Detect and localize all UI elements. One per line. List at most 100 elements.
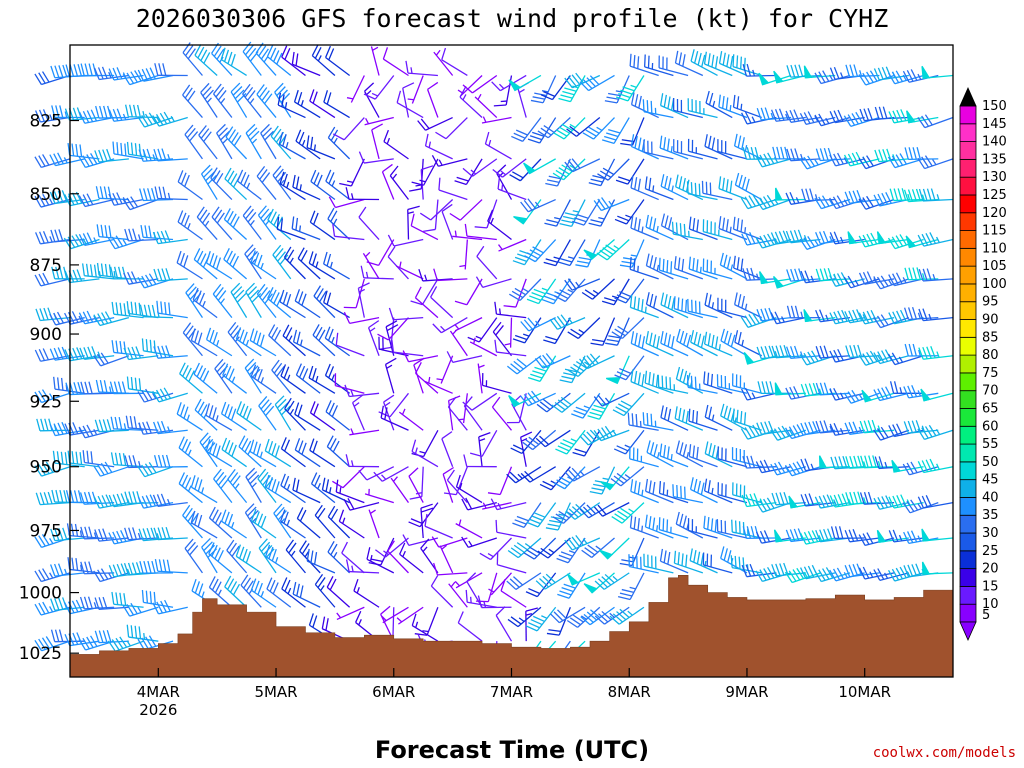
wind-barb xyxy=(220,401,247,431)
wind-barb xyxy=(272,165,292,200)
colorbar-label: 85 xyxy=(982,330,999,345)
wind-barb xyxy=(221,437,247,468)
wind-barb xyxy=(495,606,513,642)
wind-barb xyxy=(645,292,674,319)
wind-barb xyxy=(449,199,483,221)
wind-barb xyxy=(208,576,233,608)
wind-barb xyxy=(364,116,394,126)
wind-barb xyxy=(888,529,924,543)
wind-barb xyxy=(629,446,659,468)
wind-barb xyxy=(266,577,292,608)
wind-barb xyxy=(389,165,409,200)
wind-barb xyxy=(630,92,659,119)
wind-barb xyxy=(152,230,188,245)
wind-barb xyxy=(475,572,498,603)
wind-barb xyxy=(474,93,498,119)
wind-barb xyxy=(223,208,248,241)
wind-barb xyxy=(414,607,439,636)
wind-barb xyxy=(184,538,203,574)
wind-barb xyxy=(366,547,395,574)
wind-barb xyxy=(154,186,188,201)
wind-barb xyxy=(454,317,483,332)
colorbar-label: 45 xyxy=(982,473,999,488)
wind-barb xyxy=(192,287,218,319)
wind-barb xyxy=(490,498,527,511)
wind-barb xyxy=(216,123,233,160)
wind-barb xyxy=(755,194,792,211)
wind-barb xyxy=(686,375,718,394)
wind-barb xyxy=(537,537,571,559)
wind-barb xyxy=(277,92,306,119)
wind-barb xyxy=(308,251,336,280)
wind-barb xyxy=(196,206,218,240)
wind-barb xyxy=(784,461,821,477)
wind-barb xyxy=(367,320,380,356)
wind-barb xyxy=(659,135,689,160)
wind-barb xyxy=(463,454,497,468)
wind-barb xyxy=(830,526,865,540)
wind-barb xyxy=(391,339,424,357)
wind-barb xyxy=(375,537,409,558)
colorbar-bin xyxy=(959,265,977,285)
colorbar-bin xyxy=(959,372,977,392)
wind-barb xyxy=(658,257,689,280)
wind-barb xyxy=(545,502,571,531)
wind-barb xyxy=(258,538,277,574)
wind-barb xyxy=(408,467,424,503)
wind-barb xyxy=(153,454,188,468)
wind-barb xyxy=(385,320,399,356)
wind-barb xyxy=(291,51,321,77)
wind-barb xyxy=(611,317,645,339)
wind-barb xyxy=(469,429,498,458)
wind-barb xyxy=(328,196,365,209)
wind-barb xyxy=(332,117,365,141)
wind-barb xyxy=(644,478,674,504)
wind-barb xyxy=(479,537,512,561)
wind-barb xyxy=(462,158,498,177)
wind-barb xyxy=(152,387,188,403)
wind-barb xyxy=(433,268,468,282)
wind-barb xyxy=(211,42,233,76)
wind-barb xyxy=(594,606,630,625)
wind-barb xyxy=(921,561,954,575)
wind-barb xyxy=(153,148,188,162)
colorbar-label: 35 xyxy=(982,508,999,523)
wind-barb xyxy=(629,515,659,539)
wind-barb xyxy=(435,117,468,140)
wind-barb xyxy=(645,253,674,280)
wind-barb xyxy=(873,386,910,402)
wind-barb xyxy=(495,519,527,539)
wind-barb xyxy=(138,421,174,435)
wind-barb xyxy=(235,327,262,357)
wind-barb xyxy=(65,490,100,504)
wind-barb xyxy=(476,245,498,280)
wind-barb xyxy=(815,528,851,543)
wind-barb xyxy=(280,364,306,394)
wind-barb xyxy=(703,51,733,77)
wind-barb xyxy=(373,466,409,482)
wind-barb xyxy=(660,405,689,431)
wind-barb xyxy=(461,536,497,549)
wind-barb xyxy=(411,158,439,186)
wind-barb xyxy=(152,111,188,127)
wind-barb xyxy=(564,278,601,291)
colorbar-bin xyxy=(959,461,977,481)
wind-barb xyxy=(178,472,203,504)
wind-barb xyxy=(845,344,880,359)
wind-barb xyxy=(387,234,424,247)
wind-barb xyxy=(630,331,659,357)
colorbar-bin xyxy=(959,425,977,445)
wind-barb xyxy=(137,67,174,82)
wind-barb xyxy=(126,624,159,642)
wind-barb xyxy=(888,494,924,509)
wind-barb xyxy=(346,75,365,103)
wind-barb xyxy=(800,382,836,397)
wind-barb xyxy=(235,544,262,574)
wind-barb xyxy=(552,158,586,181)
wind-barb xyxy=(873,426,910,441)
wind-barb xyxy=(513,199,542,225)
wind-barb xyxy=(734,330,762,357)
wind-barb xyxy=(904,267,939,281)
wind-barb xyxy=(424,513,453,539)
colorbar-bin xyxy=(959,141,977,160)
